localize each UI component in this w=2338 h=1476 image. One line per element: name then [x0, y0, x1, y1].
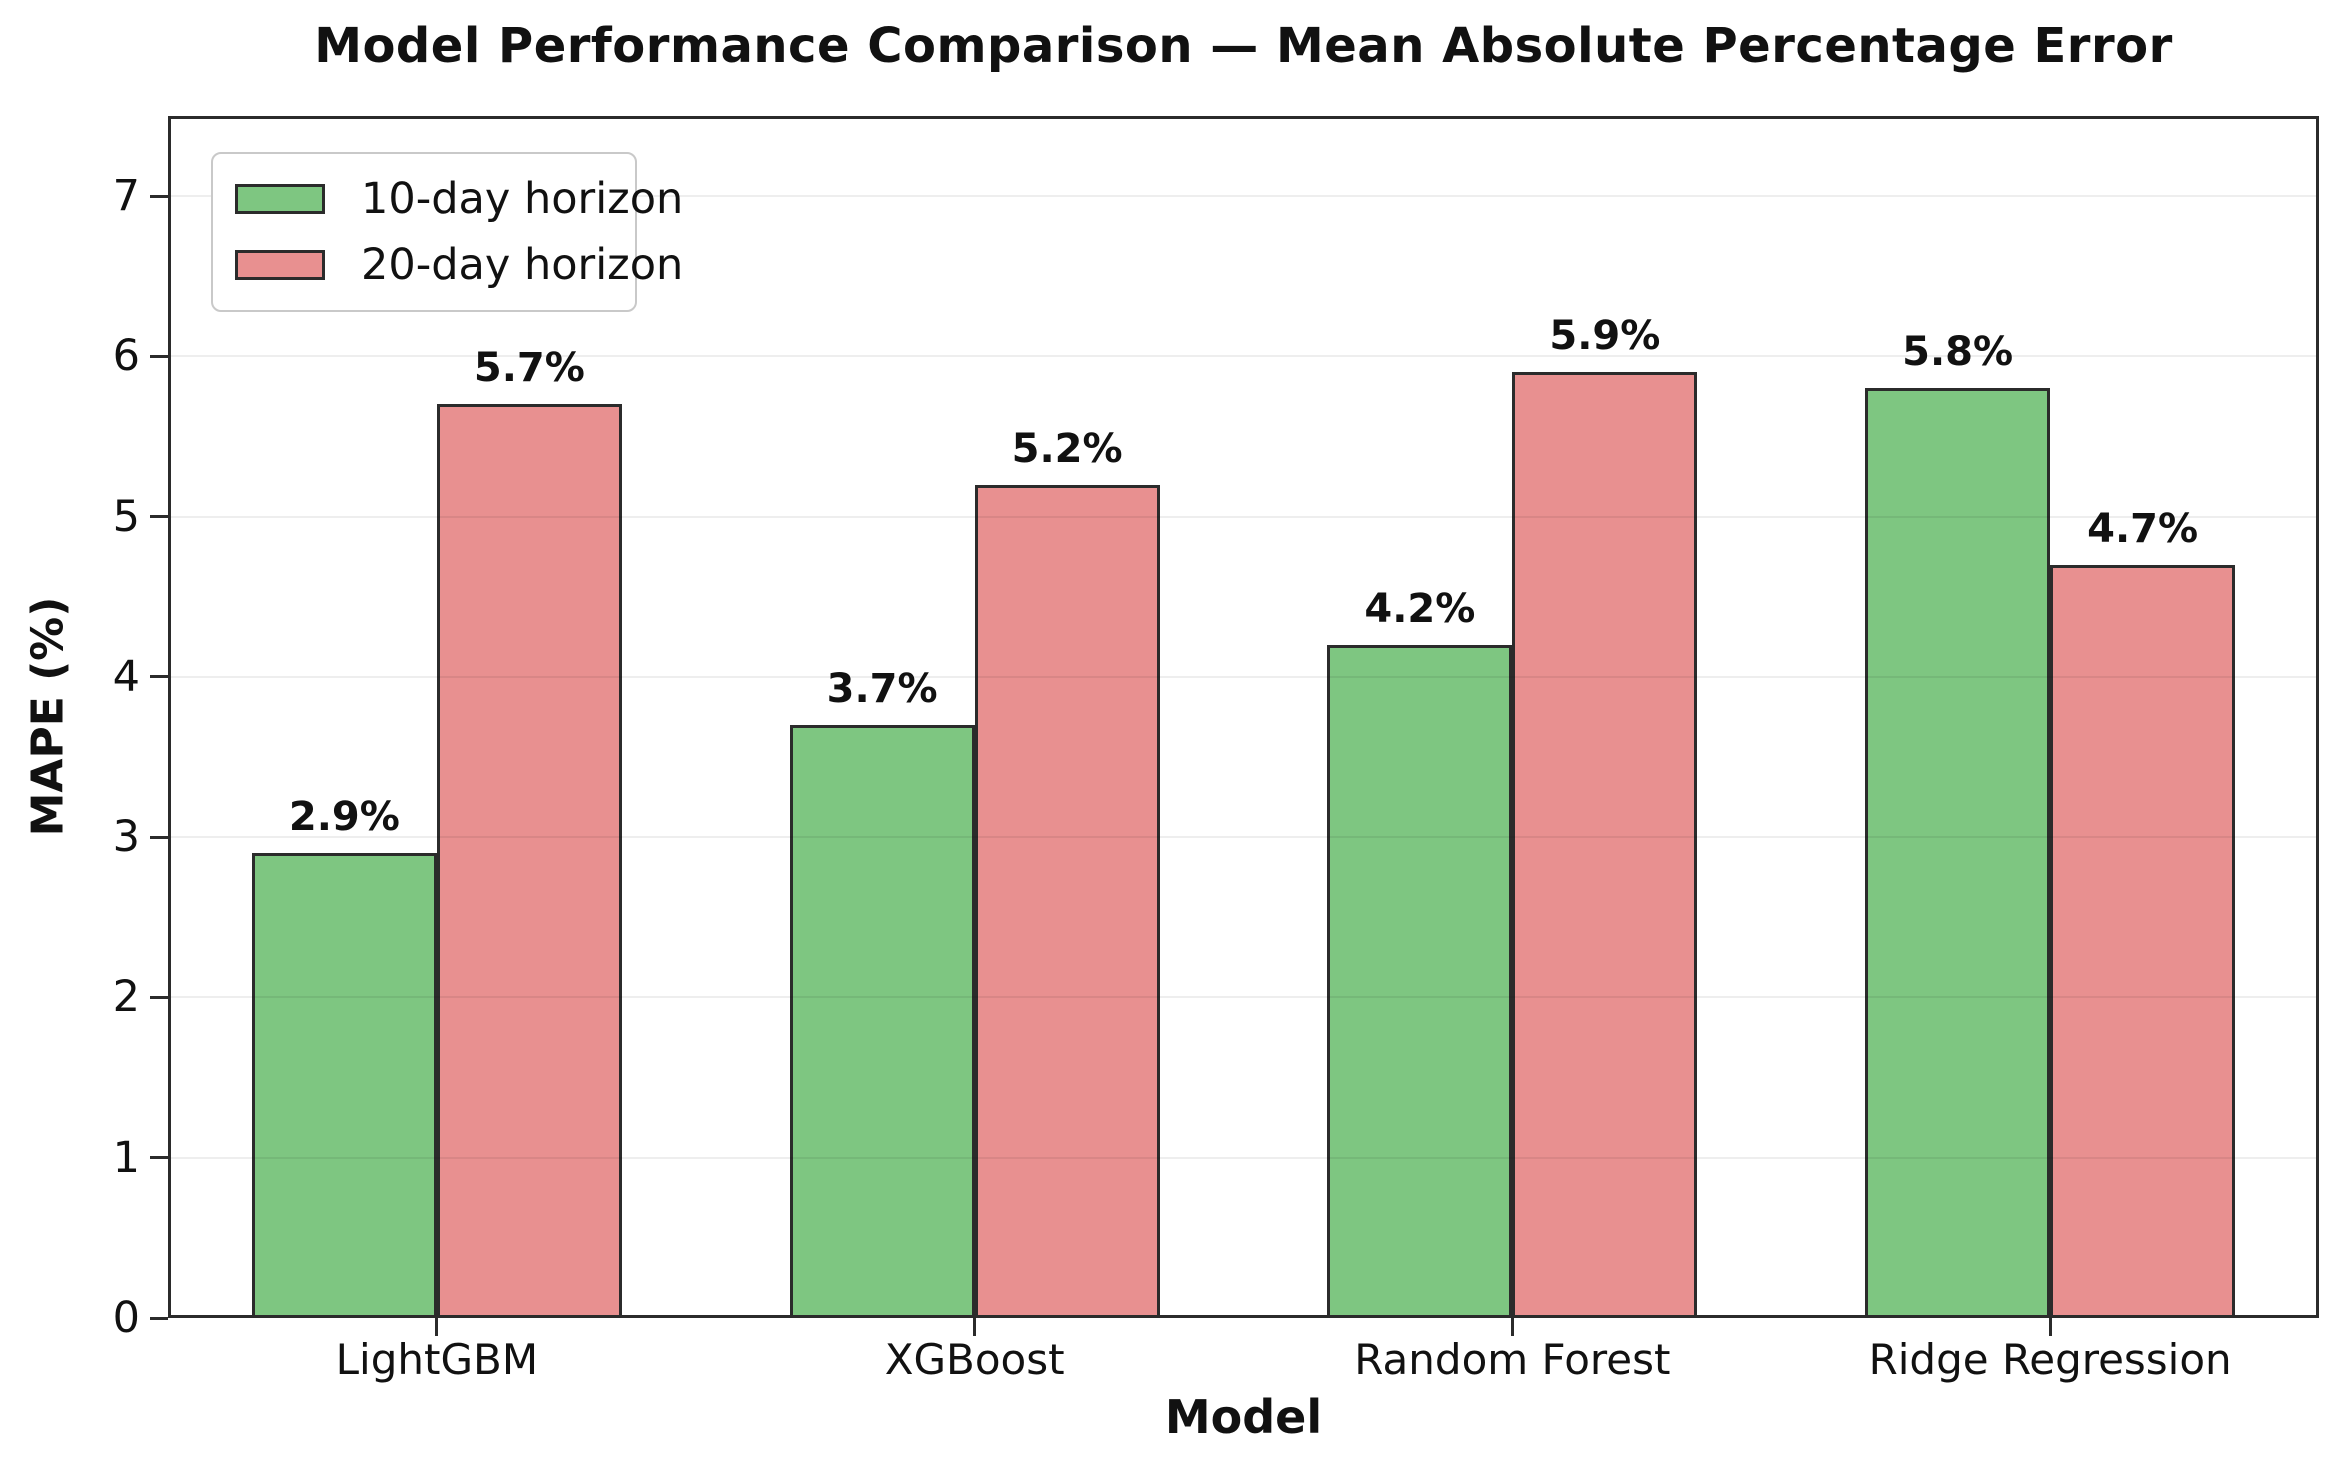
- bar-value-label-ridge-regression-20-day-horizon: 4.7%: [2087, 505, 2199, 552]
- y-tick-label-7: 7: [112, 171, 140, 222]
- bar-value-label-xgboost-20-day-horizon: 5.2%: [1011, 425, 1123, 472]
- legend: 10-day horizon 20-day horizon: [211, 152, 683, 312]
- x-tick-mark-ridge-regression: [2048, 1318, 2052, 1336]
- legend-item-10-day-horizon: 10-day horizon: [235, 174, 683, 224]
- x-tick-mark-lightgbm: [435, 1318, 439, 1336]
- x-tick-label-random-forest: Random Forest: [1354, 1335, 1671, 1384]
- y-tick-label-2: 2: [112, 972, 140, 1023]
- y-tick-mark-2: [150, 995, 168, 999]
- bar-lightgbm-10-day-horizon: [251, 853, 437, 1318]
- y-tick-mark-3: [150, 835, 168, 839]
- legend-swatch-red-icon: [235, 250, 325, 280]
- bar-random-forest-10-day-horizon: [1327, 644, 1513, 1318]
- legend-swatch-green-icon: [235, 184, 325, 214]
- y-tick-mark-0: [150, 1316, 168, 1320]
- bar-ridge-regression-10-day-horizon: [1865, 388, 2051, 1318]
- chart-title: Model Performance Comparison — Mean Abso…: [314, 18, 2173, 74]
- legend-label-10-day-horizon: 10-day horizon: [361, 174, 684, 224]
- bar-value-label-random-forest-10-day-horizon: 4.2%: [1364, 585, 1476, 632]
- x-tick-label-ridge-regression: Ridge Regression: [1868, 1335, 2232, 1384]
- x-tick-label-lightgbm: LightGBM: [335, 1335, 539, 1384]
- y-tick-label-3: 3: [112, 812, 140, 863]
- bar-value-label-lightgbm-10-day-horizon: 2.9%: [288, 794, 400, 841]
- legend-item-20-day-horizon: 20-day horizon: [235, 240, 683, 290]
- bar-value-label-ridge-regression-10-day-horizon: 5.8%: [1902, 329, 2014, 376]
- bar-value-label-xgboost-10-day-horizon: 3.7%: [826, 666, 938, 712]
- bar-lightgbm-20-day-horizon: [436, 404, 622, 1318]
- y-tick-label-0: 0: [112, 1293, 140, 1343]
- y-tick-label-4: 4: [112, 651, 140, 702]
- bar-random-forest-20-day-horizon: [1512, 372, 1698, 1318]
- y-tick-label-6: 6: [112, 331, 140, 382]
- y-tick-label-5: 5: [112, 491, 140, 542]
- y-tick-mark-4: [150, 675, 168, 679]
- x-tick-mark-random-forest: [1510, 1318, 1514, 1336]
- bar-ridge-regression-20-day-horizon: [2050, 564, 2236, 1318]
- y-tick-label-1: 1: [112, 1132, 140, 1183]
- x-tick-label-xgboost: XGBoost: [884, 1335, 1065, 1384]
- y-tick-mark-7: [150, 194, 168, 198]
- legend-label-20-day-horizon: 20-day horizon: [361, 240, 684, 290]
- bar-xgboost-20-day-horizon: [974, 484, 1160, 1318]
- y-tick-mark-1: [150, 1156, 168, 1160]
- x-axis-title: Model: [1164, 1390, 1323, 1444]
- bar-value-label-random-forest-20-day-horizon: 5.9%: [1549, 313, 1661, 360]
- y-tick-mark-5: [150, 515, 168, 519]
- y-tick-mark-6: [150, 354, 168, 358]
- bar-value-label-lightgbm-20-day-horizon: 5.7%: [473, 345, 585, 392]
- x-tick-mark-xgboost: [973, 1318, 977, 1336]
